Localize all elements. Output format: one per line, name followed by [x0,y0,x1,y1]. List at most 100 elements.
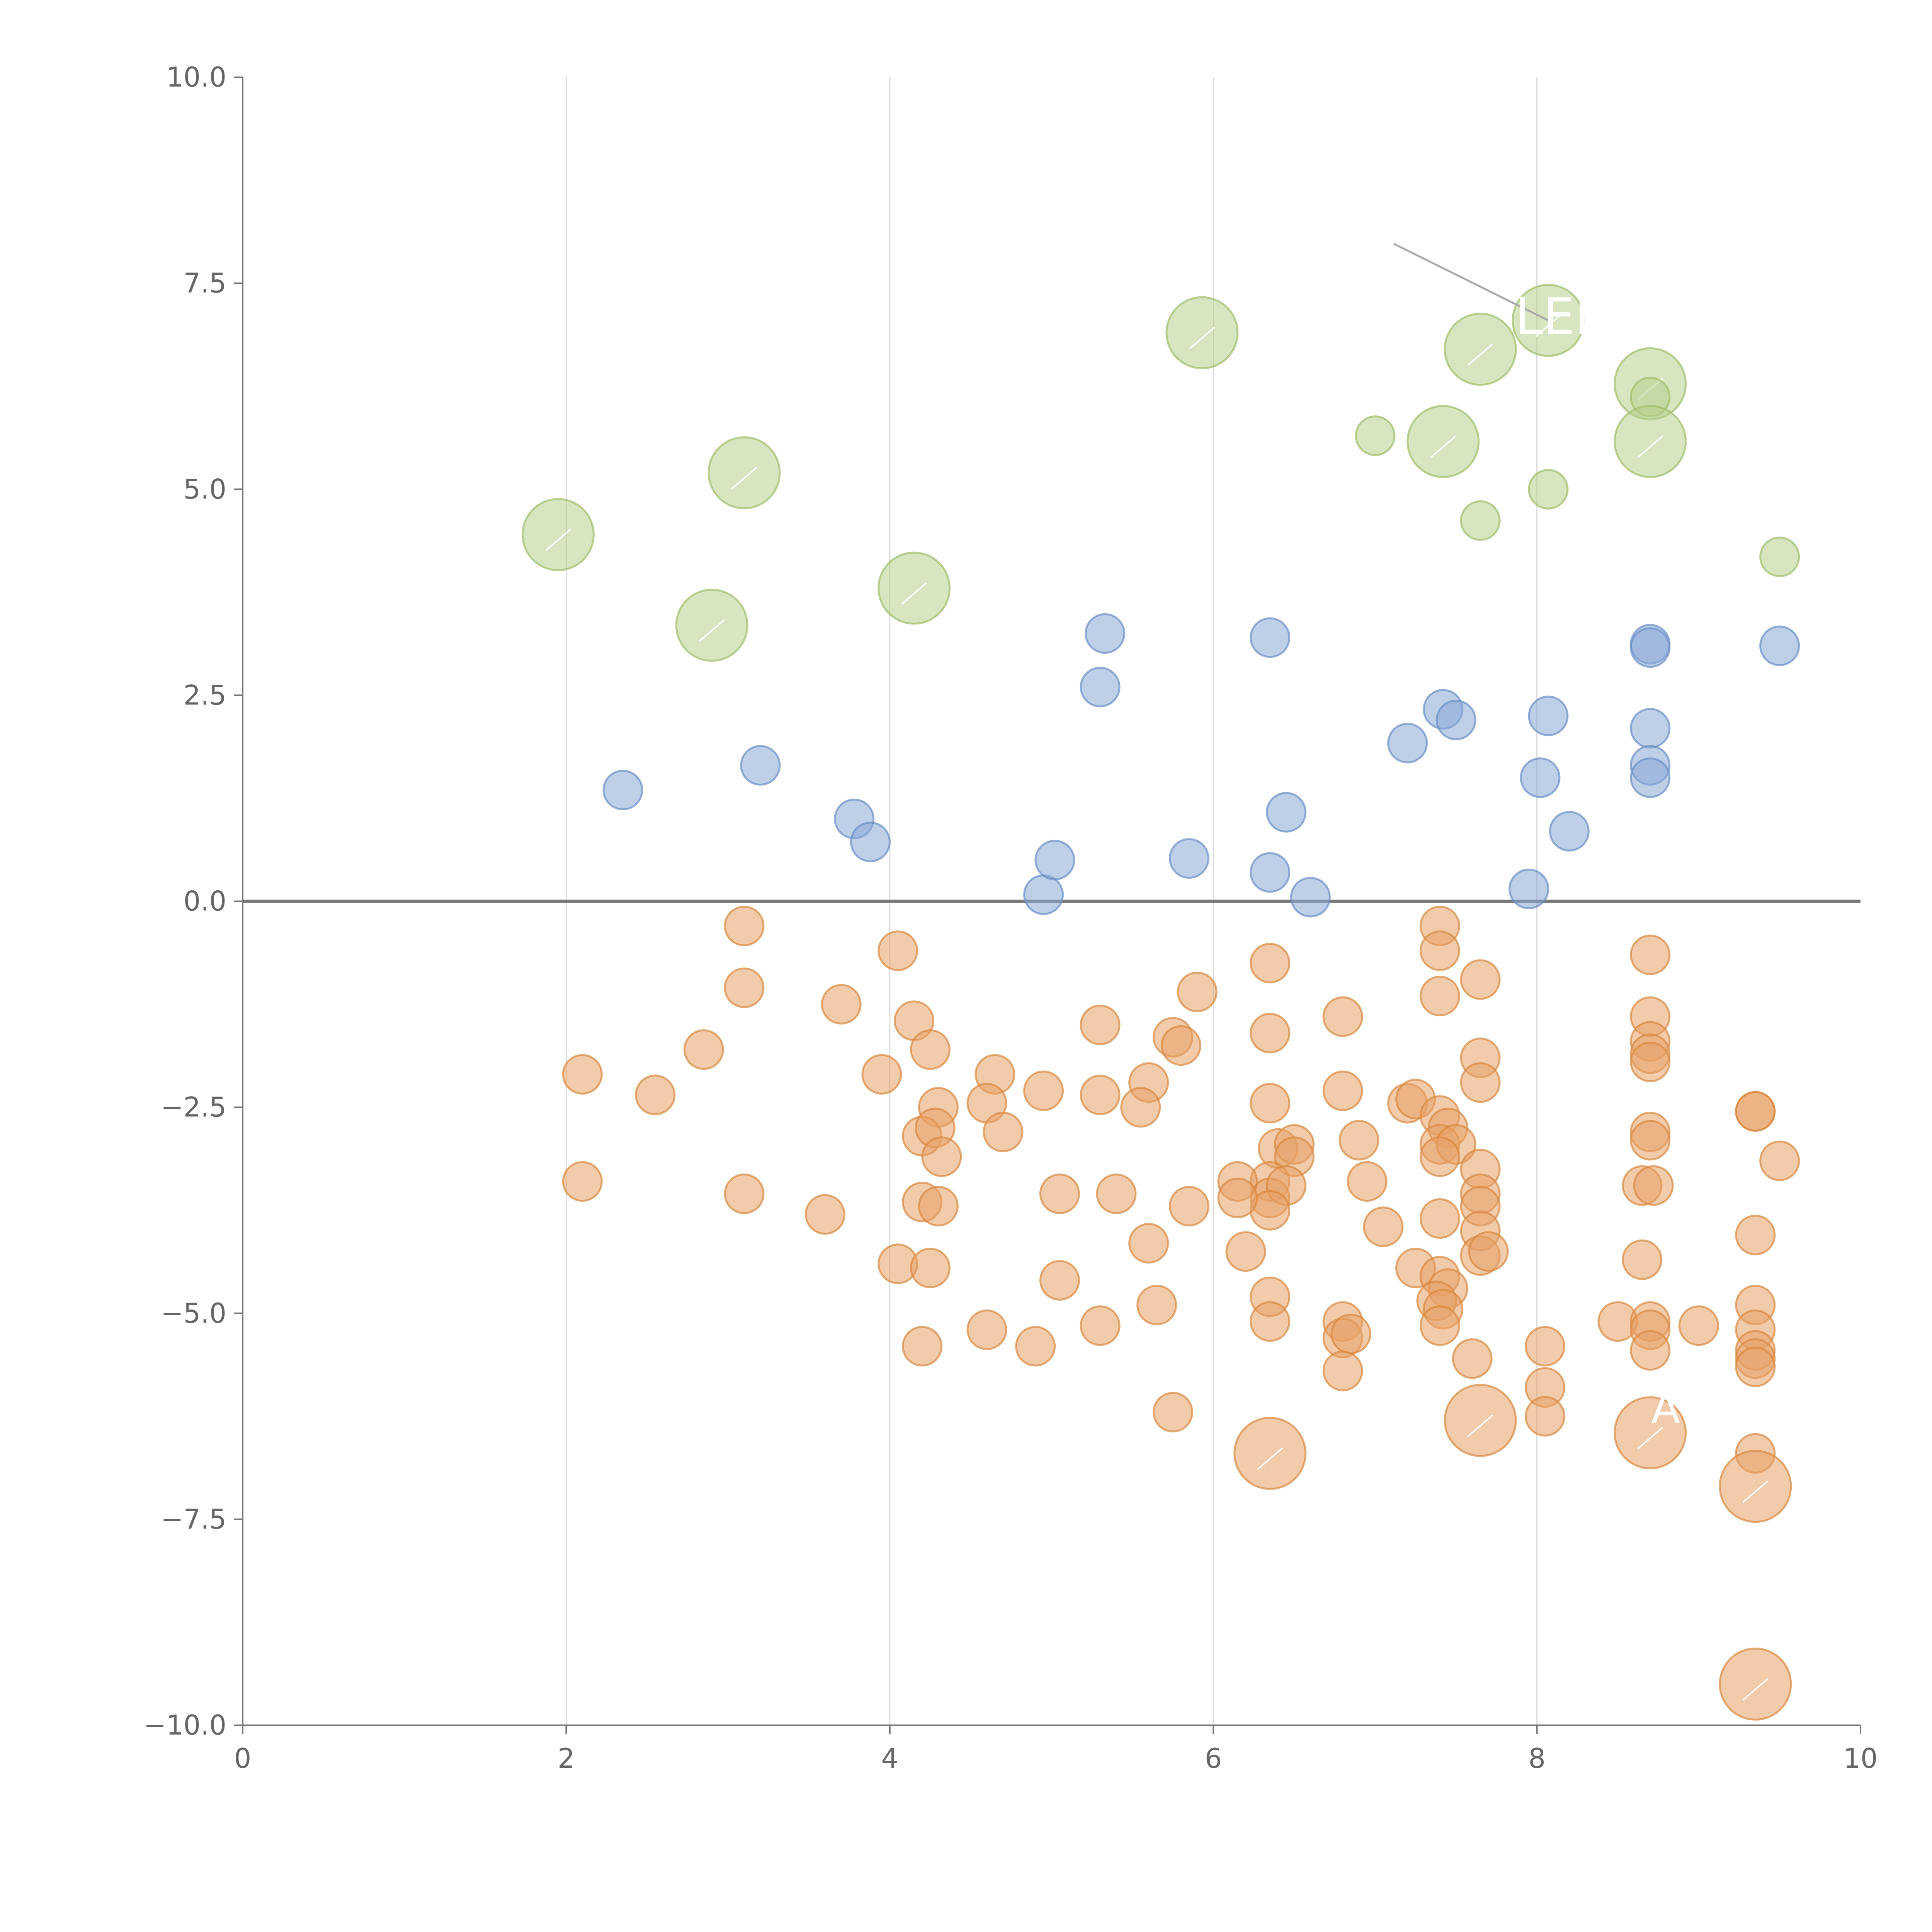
negative-bubble [1633,1165,1674,1206]
y-tick-label: −5.0 [161,1298,226,1329]
axes-layer: 10.0 7.5 5.0 2.5 0.0 −2.5 −5.0 −7.5 −10.0 0 2 4 6 8 10 [143,61,1878,1774]
annotation-top: LEN [1515,287,1612,346]
negative-bubble [1250,942,1291,983]
negative-bubble [821,984,862,1025]
negative-bubble [1452,1338,1493,1379]
negative-bubble [1128,1223,1169,1264]
negative-bubble [1419,1136,1460,1177]
negative-bubble [1419,1198,1460,1239]
negative-bubble [1735,1091,1776,1132]
top-bubble-leader [731,467,757,490]
negative-bubble [1225,1231,1266,1272]
negative-bubble [878,930,918,971]
annotation-layer: LEN A [1393,243,1680,1433]
negative-bubble [1735,1346,1776,1387]
positive-bubble [1080,667,1121,707]
top-bubble [1355,415,1396,456]
negative-bubble-leader [1467,1414,1493,1437]
negative-bubble [1136,1284,1177,1325]
negative-bubble [1322,1350,1363,1391]
negative-bubble-leader [1257,1447,1283,1470]
negative-bubble [1217,1177,1258,1218]
x-tick-label: 8 [1528,1743,1546,1774]
positive-bubble [740,745,781,786]
negative-bubble [966,1309,1007,1350]
top-bubble [1614,405,1687,478]
negative-bubble [1347,1161,1388,1202]
top-bubble [878,551,951,625]
negative-bubble [1080,1004,1121,1045]
negative-bubble [902,1326,943,1367]
positive-bubble [1023,874,1064,915]
negative-bubble [1525,1326,1566,1367]
callout-line [1393,243,1549,321]
top-bubble-leader [1637,435,1663,458]
top-bubble [521,498,595,571]
negative-bubble [724,967,765,1008]
y-tick-label: 0.0 [184,886,226,917]
positive-bubble [850,821,891,862]
x-tick-label: 6 [1205,1743,1222,1774]
negative-bubble [1630,1330,1671,1371]
negative-bubble [1614,1396,1687,1469]
positive-bubble [1630,708,1671,749]
positive-bubble [1630,627,1671,668]
y-tick-label: 10.0 [166,61,226,93]
negative-bubble [1759,1140,1800,1181]
top-bubble-leader [1189,327,1215,349]
negative-bubble [1080,1075,1121,1116]
top-bubble [1759,536,1800,577]
negative-bubble-leader [1742,1678,1769,1701]
negative-bubble [1322,996,1363,1037]
top-bubble [675,588,748,662]
top-bubble [707,436,781,510]
negative-bubble [1622,1239,1663,1280]
negative-bubble [1460,959,1501,1000]
negative-bubble [861,1054,902,1095]
y-tick-label: 7.5 [184,267,226,299]
x-tick-label: 0 [234,1743,252,1774]
top-bubble-leader [901,582,927,605]
negative-bubble [1177,971,1218,1012]
negative-bubble [1419,1305,1460,1346]
positive-bubble [1250,617,1291,658]
top-bubble [1444,313,1517,386]
top-bubble-leader [699,619,725,642]
positive-bubble [1250,852,1291,893]
top-bubble-leader [545,529,571,551]
positive-bubble [1549,811,1590,852]
negative-bubble [1250,1013,1291,1054]
negative-bubble [1363,1206,1404,1247]
negative-bubble [1630,934,1671,975]
negative-bubble [1630,1041,1671,1082]
negative-bubble [724,905,765,946]
negative-bubble [683,1029,724,1070]
positive-bubble [1168,838,1209,879]
top-bubble [1406,405,1480,478]
negative-bubble [1735,1214,1776,1255]
negative-bubble [1322,1070,1363,1111]
negative-bubble [910,1247,951,1288]
negative-bubble [1630,1120,1671,1161]
negative-bubble [1153,1392,1194,1433]
top-bubble [1528,469,1569,510]
positive-bubble [1759,625,1800,666]
positive-bubble [1387,723,1428,764]
y-tick-label: −10.0 [143,1709,226,1741]
negative-bubble [562,1054,603,1095]
y-tick-label: −2.5 [161,1092,226,1123]
positive-bubble [1528,696,1569,736]
positive-bubble [1630,757,1671,798]
top-bubble-leader [1535,314,1561,337]
top-bubble-leader [1430,435,1456,458]
negative-bubble [1460,1062,1501,1103]
negative-bubble [1719,1450,1792,1523]
negative-bubble [1719,1647,1792,1721]
negative-bubble [562,1161,603,1202]
x-tick-label: 2 [558,1743,575,1774]
positive-bubble [1509,869,1549,910]
x-tick-label: 4 [881,1743,899,1774]
negative-bubble [1168,1186,1209,1227]
